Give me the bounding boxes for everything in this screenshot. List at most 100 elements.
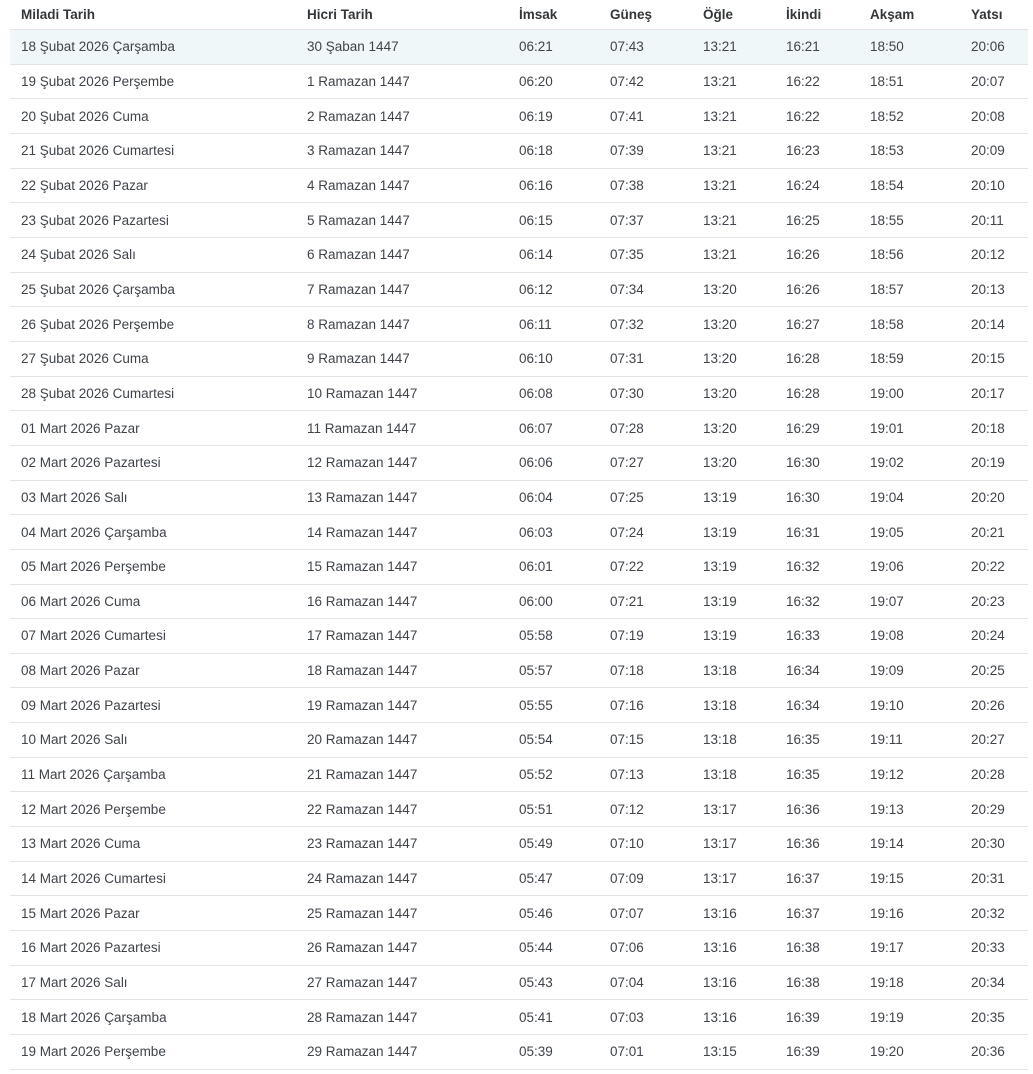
ogle-time-cell: 13:21 (703, 177, 737, 193)
ogle-time-cell: 13:20 (703, 281, 737, 297)
table-row: 08 Mart 2026 Pazar 18 Ramazan 1447 05:57… (10, 653, 1028, 689)
aksam-time-cell: 19:08 (870, 628, 904, 644)
aksam-time-cell: 19:16 (870, 905, 904, 921)
miladi-date-cell: 12 Mart 2026 Perşembe (21, 801, 166, 817)
ogle-time-cell: 13:21 (703, 108, 737, 124)
column-header-ikindi: İkindi (786, 7, 822, 22)
yatsi-time-cell: 20:20 (971, 489, 1005, 505)
ogle-time-cell: 13:19 (703, 524, 737, 540)
table-row: 07 Mart 2026 Cumartesi 17 Ramazan 1447 0… (10, 619, 1028, 654)
gunes-time-cell: 07:37 (610, 212, 644, 228)
gunes-time-cell: 07:06 (610, 940, 644, 956)
aksam-time-cell: 19:01 (870, 420, 904, 436)
aksam-time-cell: 18:50 (870, 39, 904, 55)
hicri-date-cell: 7 Ramazan 1447 (307, 281, 410, 297)
imsak-time-cell: 06:16 (519, 177, 553, 193)
hicri-date-cell: 5 Ramazan 1447 (307, 212, 410, 228)
imsak-time-cell: 06:12 (519, 281, 553, 297)
aksam-time-cell: 19:00 (870, 385, 904, 401)
imsak-time-cell: 06:10 (519, 351, 553, 367)
hicri-date-cell: 8 Ramazan 1447 (307, 316, 410, 332)
ikindi-time-cell: 16:34 (786, 697, 820, 713)
imsak-time-cell: 06:07 (519, 420, 553, 436)
hicri-date-cell: 17 Ramazan 1447 (307, 628, 418, 644)
column-header-ogle: Öğle (703, 7, 734, 22)
hicri-date-cell: 11 Ramazan 1447 (307, 420, 417, 436)
hicri-date-cell: 29 Ramazan 1447 (307, 1044, 418, 1060)
aksam-time-cell: 19:12 (870, 767, 904, 783)
gunes-time-cell: 07:25 (610, 489, 644, 505)
ogle-time-cell: 13:19 (703, 489, 737, 505)
imsak-time-cell: 06:04 (519, 489, 553, 505)
table-body: 18 Şubat 2026 Çarşamba 30 Şaban 1447 06:… (10, 30, 1028, 1070)
ikindi-time-cell: 16:30 (786, 455, 820, 471)
miladi-date-cell: 23 Şubat 2026 Pazartesi (21, 212, 169, 228)
gunes-time-cell: 07:31 (610, 351, 644, 367)
imsak-time-cell: 05:44 (519, 940, 553, 956)
ikindi-time-cell: 16:39 (786, 1044, 820, 1060)
gunes-time-cell: 07:22 (610, 559, 644, 575)
yatsi-time-cell: 20:29 (971, 801, 1005, 817)
table-row: 04 Mart 2026 Çarşamba 14 Ramazan 1447 06… (10, 515, 1028, 550)
gunes-time-cell: 07:38 (610, 177, 644, 193)
aksam-time-cell: 19:05 (870, 524, 904, 540)
imsak-time-cell: 05:43 (519, 975, 553, 991)
aksam-time-cell: 19:02 (870, 455, 904, 471)
hicri-date-cell: 23 Ramazan 1447 (307, 836, 418, 852)
yatsi-time-cell: 20:28 (971, 767, 1005, 783)
hicri-date-cell: 13 Ramazan 1447 (307, 489, 418, 505)
yatsi-time-cell: 20:10 (971, 177, 1005, 193)
table-row: 24 Şubat 2026 Salı 6 Ramazan 1447 06:14 … (10, 237, 1028, 273)
ikindi-time-cell: 16:27 (786, 316, 820, 332)
ikindi-time-cell: 16:35 (786, 732, 820, 748)
miladi-date-cell: 08 Mart 2026 Pazar (21, 663, 140, 679)
imsak-time-cell: 06:21 (519, 39, 553, 55)
column-header-gunes: Güneş (610, 7, 653, 22)
prayer-times-table: Miladi Tarih Hicri Tarih İmsak Güneş Öğl… (10, 0, 1028, 1070)
ogle-time-cell: 13:17 (703, 836, 737, 852)
yatsi-time-cell: 20:09 (971, 143, 1005, 159)
gunes-time-cell: 07:24 (610, 524, 644, 540)
miladi-date-cell: 20 Şubat 2026 Cuma (21, 108, 149, 124)
imsak-time-cell: 05:41 (519, 1009, 553, 1025)
gunes-time-cell: 07:03 (610, 1009, 644, 1025)
table-row: 16 Mart 2026 Pazartesi 26 Ramazan 1447 0… (10, 931, 1028, 966)
hicri-date-cell: 14 Ramazan 1447 (307, 524, 418, 540)
yatsi-time-cell: 20:11 (971, 212, 1004, 228)
miladi-date-cell: 26 Şubat 2026 Perşembe (21, 316, 175, 332)
imsak-time-cell: 05:54 (519, 732, 553, 748)
ogle-time-cell: 13:17 (703, 871, 737, 887)
aksam-time-cell: 18:53 (870, 143, 904, 159)
ogle-time-cell: 13:21 (703, 212, 737, 228)
ikindi-time-cell: 16:30 (786, 489, 820, 505)
miladi-date-cell: 19 Şubat 2026 Perşembe (21, 73, 175, 89)
yatsi-time-cell: 20:23 (971, 593, 1005, 609)
aksam-time-cell: 19:13 (870, 801, 904, 817)
yatsi-time-cell: 20:26 (971, 697, 1005, 713)
gunes-time-cell: 07:43 (610, 39, 644, 55)
miladi-date-cell: 01 Mart 2026 Pazar (21, 420, 140, 436)
imsak-time-cell: 05:55 (519, 697, 553, 713)
hicri-date-cell: 20 Ramazan 1447 (307, 732, 418, 748)
aksam-time-cell: 19:17 (870, 940, 904, 956)
table-row: 25 Şubat 2026 Çarşamba 7 Ramazan 1447 06… (10, 272, 1028, 308)
hicri-date-cell: 24 Ramazan 1447 (307, 871, 418, 887)
yatsi-time-cell: 20:22 (971, 559, 1005, 575)
miladi-date-cell: 09 Mart 2026 Pazartesi (21, 697, 161, 713)
table-row: 26 Şubat 2026 Perşembe 8 Ramazan 1447 06… (10, 307, 1028, 342)
table-row: 14 Mart 2026 Cumartesi 24 Ramazan 1447 0… (10, 861, 1028, 897)
hicri-date-cell: 19 Ramazan 1447 (307, 697, 418, 713)
imsak-time-cell: 06:08 (519, 385, 553, 401)
table-header: Miladi Tarih Hicri Tarih İmsak Güneş Öğl… (10, 0, 1028, 30)
table-row: 21 Şubat 2026 Cumartesi 3 Ramazan 1447 0… (10, 133, 1028, 169)
hicri-date-cell: 12 Ramazan 1447 (307, 455, 418, 471)
table-row: 05 Mart 2026 Perşembe 15 Ramazan 1447 06… (10, 549, 1028, 585)
imsak-time-cell: 06:15 (519, 212, 553, 228)
yatsi-time-cell: 20:33 (971, 940, 1005, 956)
gunes-time-cell: 07:12 (610, 801, 644, 817)
ogle-time-cell: 13:19 (703, 559, 737, 575)
table-row: 06 Mart 2026 Cuma 16 Ramazan 1447 06:00 … (10, 584, 1028, 620)
gunes-time-cell: 07:30 (610, 385, 644, 401)
imsak-time-cell: 05:46 (519, 905, 553, 921)
imsak-time-cell: 05:51 (519, 801, 553, 817)
